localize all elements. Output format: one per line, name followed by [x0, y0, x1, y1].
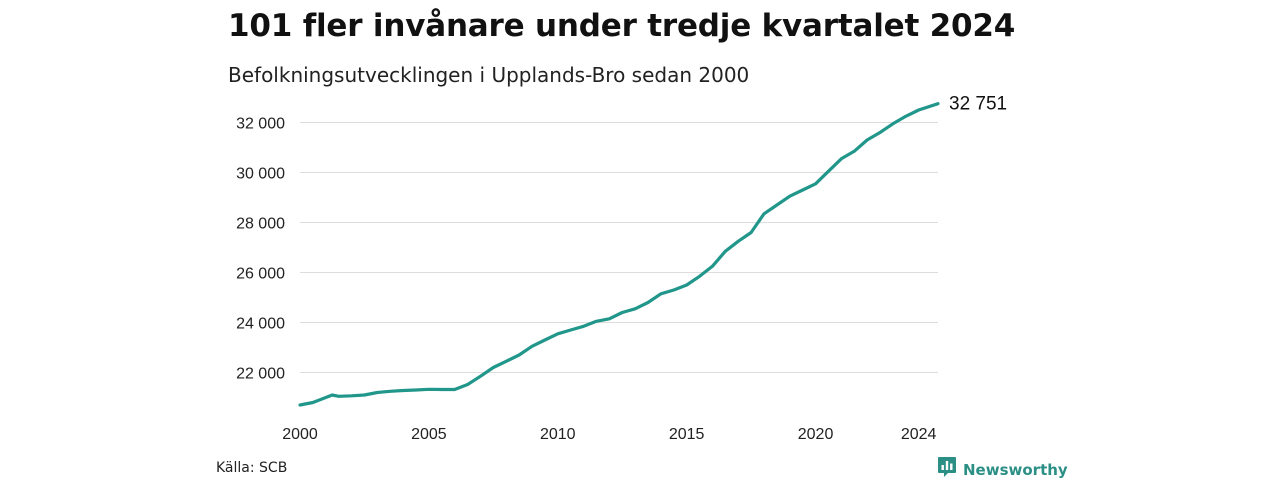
data-point	[763, 213, 765, 215]
data-point	[299, 404, 301, 406]
data-point	[569, 329, 571, 331]
data-point	[647, 301, 649, 303]
data-point	[937, 103, 939, 105]
brand-logo[interactable]: Newsworthy	[937, 456, 1068, 483]
data-point	[608, 318, 610, 320]
data-point	[814, 183, 816, 185]
data-point	[505, 360, 507, 362]
x-tick-label: 2020	[798, 426, 834, 443]
x-tick-label: 2010	[540, 426, 576, 443]
x-tick-label: 2015	[669, 426, 705, 443]
data-point	[840, 158, 842, 160]
data-point	[879, 131, 881, 133]
data-point	[325, 396, 327, 398]
chart-subtitle: Befolkningsutvecklingen i Upplands-Bro s…	[228, 63, 750, 87]
data-point	[776, 204, 778, 206]
x-tick-label: 2005	[411, 426, 447, 443]
data-point	[724, 250, 726, 252]
data-point	[634, 308, 636, 310]
x-tick-label: 2024	[901, 426, 937, 443]
data-point	[698, 275, 700, 277]
data-point	[415, 389, 417, 391]
data-point	[917, 109, 919, 111]
grid-lines	[300, 122, 938, 373]
data-point	[337, 395, 339, 397]
data-point	[737, 240, 739, 242]
source-note: Källa: SCB	[216, 460, 288, 476]
data-point	[312, 401, 314, 403]
data-point	[518, 354, 520, 356]
data-point	[595, 320, 597, 322]
y-tick-label: 26 000	[236, 266, 285, 283]
data-point	[789, 195, 791, 197]
data-point	[389, 390, 391, 392]
data-point	[531, 345, 533, 347]
data-point	[621, 311, 623, 313]
data-point	[428, 388, 430, 390]
data-point	[402, 389, 404, 391]
chart-title: 101 fler invånare under tredje kvartalet…	[228, 8, 1016, 44]
data-point	[331, 394, 333, 396]
data-point	[544, 339, 546, 341]
y-axis-ticks: 22 000 24 000 26 000 28 000 30 000 32 000	[236, 116, 285, 383]
series-line	[298, 102, 940, 407]
data-point	[376, 391, 378, 393]
end-value-label: 32 751	[949, 94, 1007, 115]
data-point	[441, 388, 443, 390]
bar-chart-icon	[937, 456, 957, 483]
x-axis-ticks: 2000 2005 2010 2015 2020 2024	[282, 426, 936, 443]
data-point	[750, 231, 752, 233]
data-point	[853, 150, 855, 152]
annotation-layer: 32 751	[949, 94, 1007, 115]
data-point	[711, 265, 713, 267]
data-point	[582, 325, 584, 327]
y-tick-label: 24 000	[236, 316, 285, 333]
data-point	[673, 289, 675, 291]
data-point	[453, 388, 455, 390]
y-tick-label: 28 000	[236, 216, 285, 233]
data-point	[363, 394, 365, 396]
x-tick-label: 2000	[282, 426, 318, 443]
data-point	[905, 115, 907, 117]
data-point	[350, 395, 352, 397]
data-point	[866, 139, 868, 141]
y-tick-label: 30 000	[236, 166, 285, 183]
data-point	[492, 366, 494, 368]
data-point	[479, 375, 481, 377]
series-layer	[298, 102, 940, 407]
data-point	[685, 284, 687, 286]
y-tick-label: 22 000	[236, 366, 285, 383]
data-point	[557, 333, 559, 335]
data-point	[466, 383, 468, 385]
data-point	[892, 123, 894, 125]
data-point	[827, 170, 829, 172]
y-tick-label: 32 000	[236, 116, 285, 133]
brand-name: Newsworthy	[963, 460, 1068, 479]
data-point	[801, 189, 803, 191]
data-point	[660, 293, 662, 295]
